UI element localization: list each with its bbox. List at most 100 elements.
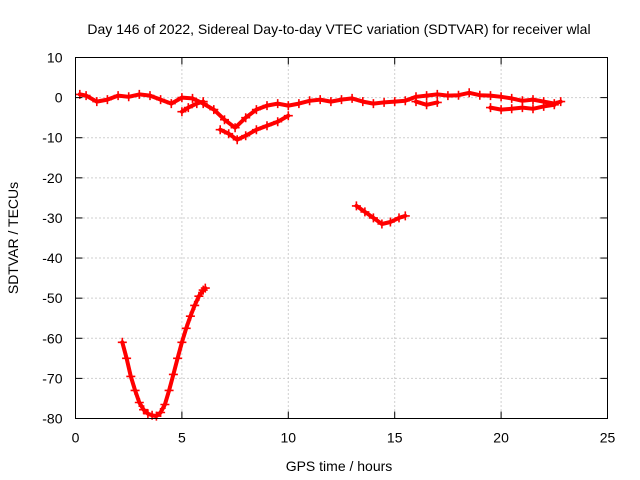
data-point [273,117,283,127]
data-point [464,88,474,98]
data-point [273,99,283,109]
data-point [368,99,378,109]
data-point [517,103,527,113]
y-tick-label: 10 [47,50,63,66]
data-point [134,89,144,99]
data-point [315,95,325,105]
data-point [183,103,193,113]
data-point [443,91,453,101]
data-point [81,91,91,101]
data-point [262,121,272,131]
data-point [188,93,197,103]
data-point [224,129,234,139]
data-point [194,291,204,301]
data-point [209,105,219,115]
data-point [117,337,127,347]
data-point [326,97,336,107]
x-tick-label: 10 [281,430,297,446]
data-point [181,323,191,333]
data-point [496,105,506,115]
data-point [556,97,566,107]
data-point [507,104,517,114]
y-axis-label: SDTVAR / TECUs [5,182,21,294]
data-point [143,409,153,419]
data-point [400,96,410,106]
data-point [496,92,506,102]
data-point [454,90,463,100]
data-point [432,89,442,99]
y-tick-label: -40 [42,250,62,266]
data-point [160,400,170,409]
data-point [390,97,400,107]
data-point [102,95,112,105]
data-point [215,125,225,135]
data-point [400,211,410,221]
grid-layer [75,57,608,419]
data-series [75,88,566,133]
data-point [347,93,357,103]
series-line [120,286,208,419]
data-point [173,353,183,363]
data-series [215,111,293,145]
series-line [179,99,206,114]
tick-layer [75,57,608,419]
data-point [337,95,346,105]
data-point [200,283,210,293]
label-layer: 0 5 10 15 20 25 10 0 -10 -20 -30 -40 -50 -60 -70 -80 [42,50,615,446]
data-point [385,217,395,227]
data-series [177,97,208,117]
y-tick-label: -30 [42,210,62,226]
data-point [230,123,240,133]
data-point [251,105,261,115]
data-series [411,97,442,110]
data-point [528,95,538,105]
y-tick-label: -20 [42,170,62,186]
data-point [113,91,123,101]
y-tick-label: -80 [42,411,62,427]
data-point [190,300,200,310]
chart-title: Day 146 of 2022, Sidereal Day-to-day VTE… [87,21,590,37]
data-point [92,97,102,107]
data-point [549,100,559,110]
data-point [241,131,251,141]
data-point [539,101,549,111]
data-point [283,101,293,111]
data-point [134,398,144,407]
data-point [305,96,315,106]
y-tick-label: -60 [42,330,62,346]
data-point [294,99,304,109]
x-axis-label: GPS time / hours [286,458,393,474]
data-point [368,213,378,223]
plot-frame [75,57,608,419]
y-tick-label: -50 [42,290,62,306]
data-point [241,113,251,123]
series-layer [75,88,566,421]
x-tick-label: 20 [493,430,509,446]
data-point [432,97,442,107]
data-point [251,125,261,135]
data-point [507,93,517,103]
data-point [198,97,208,107]
data-point [232,135,242,145]
data-point [528,104,538,114]
data-point [262,101,272,111]
data-point [164,385,174,395]
data-point [394,213,404,223]
data-point [177,93,187,103]
data-point [126,371,136,381]
data-point [156,408,166,417]
data-point [379,97,389,107]
data-point [198,285,208,295]
data-point [422,91,432,101]
data-point [168,369,178,379]
data-series [486,100,559,115]
data-point [156,95,166,105]
data-point [192,99,202,109]
data-point [185,311,195,321]
data-point [486,103,495,113]
data-point [122,353,132,363]
data-point [139,405,149,415]
data-point [177,337,187,347]
